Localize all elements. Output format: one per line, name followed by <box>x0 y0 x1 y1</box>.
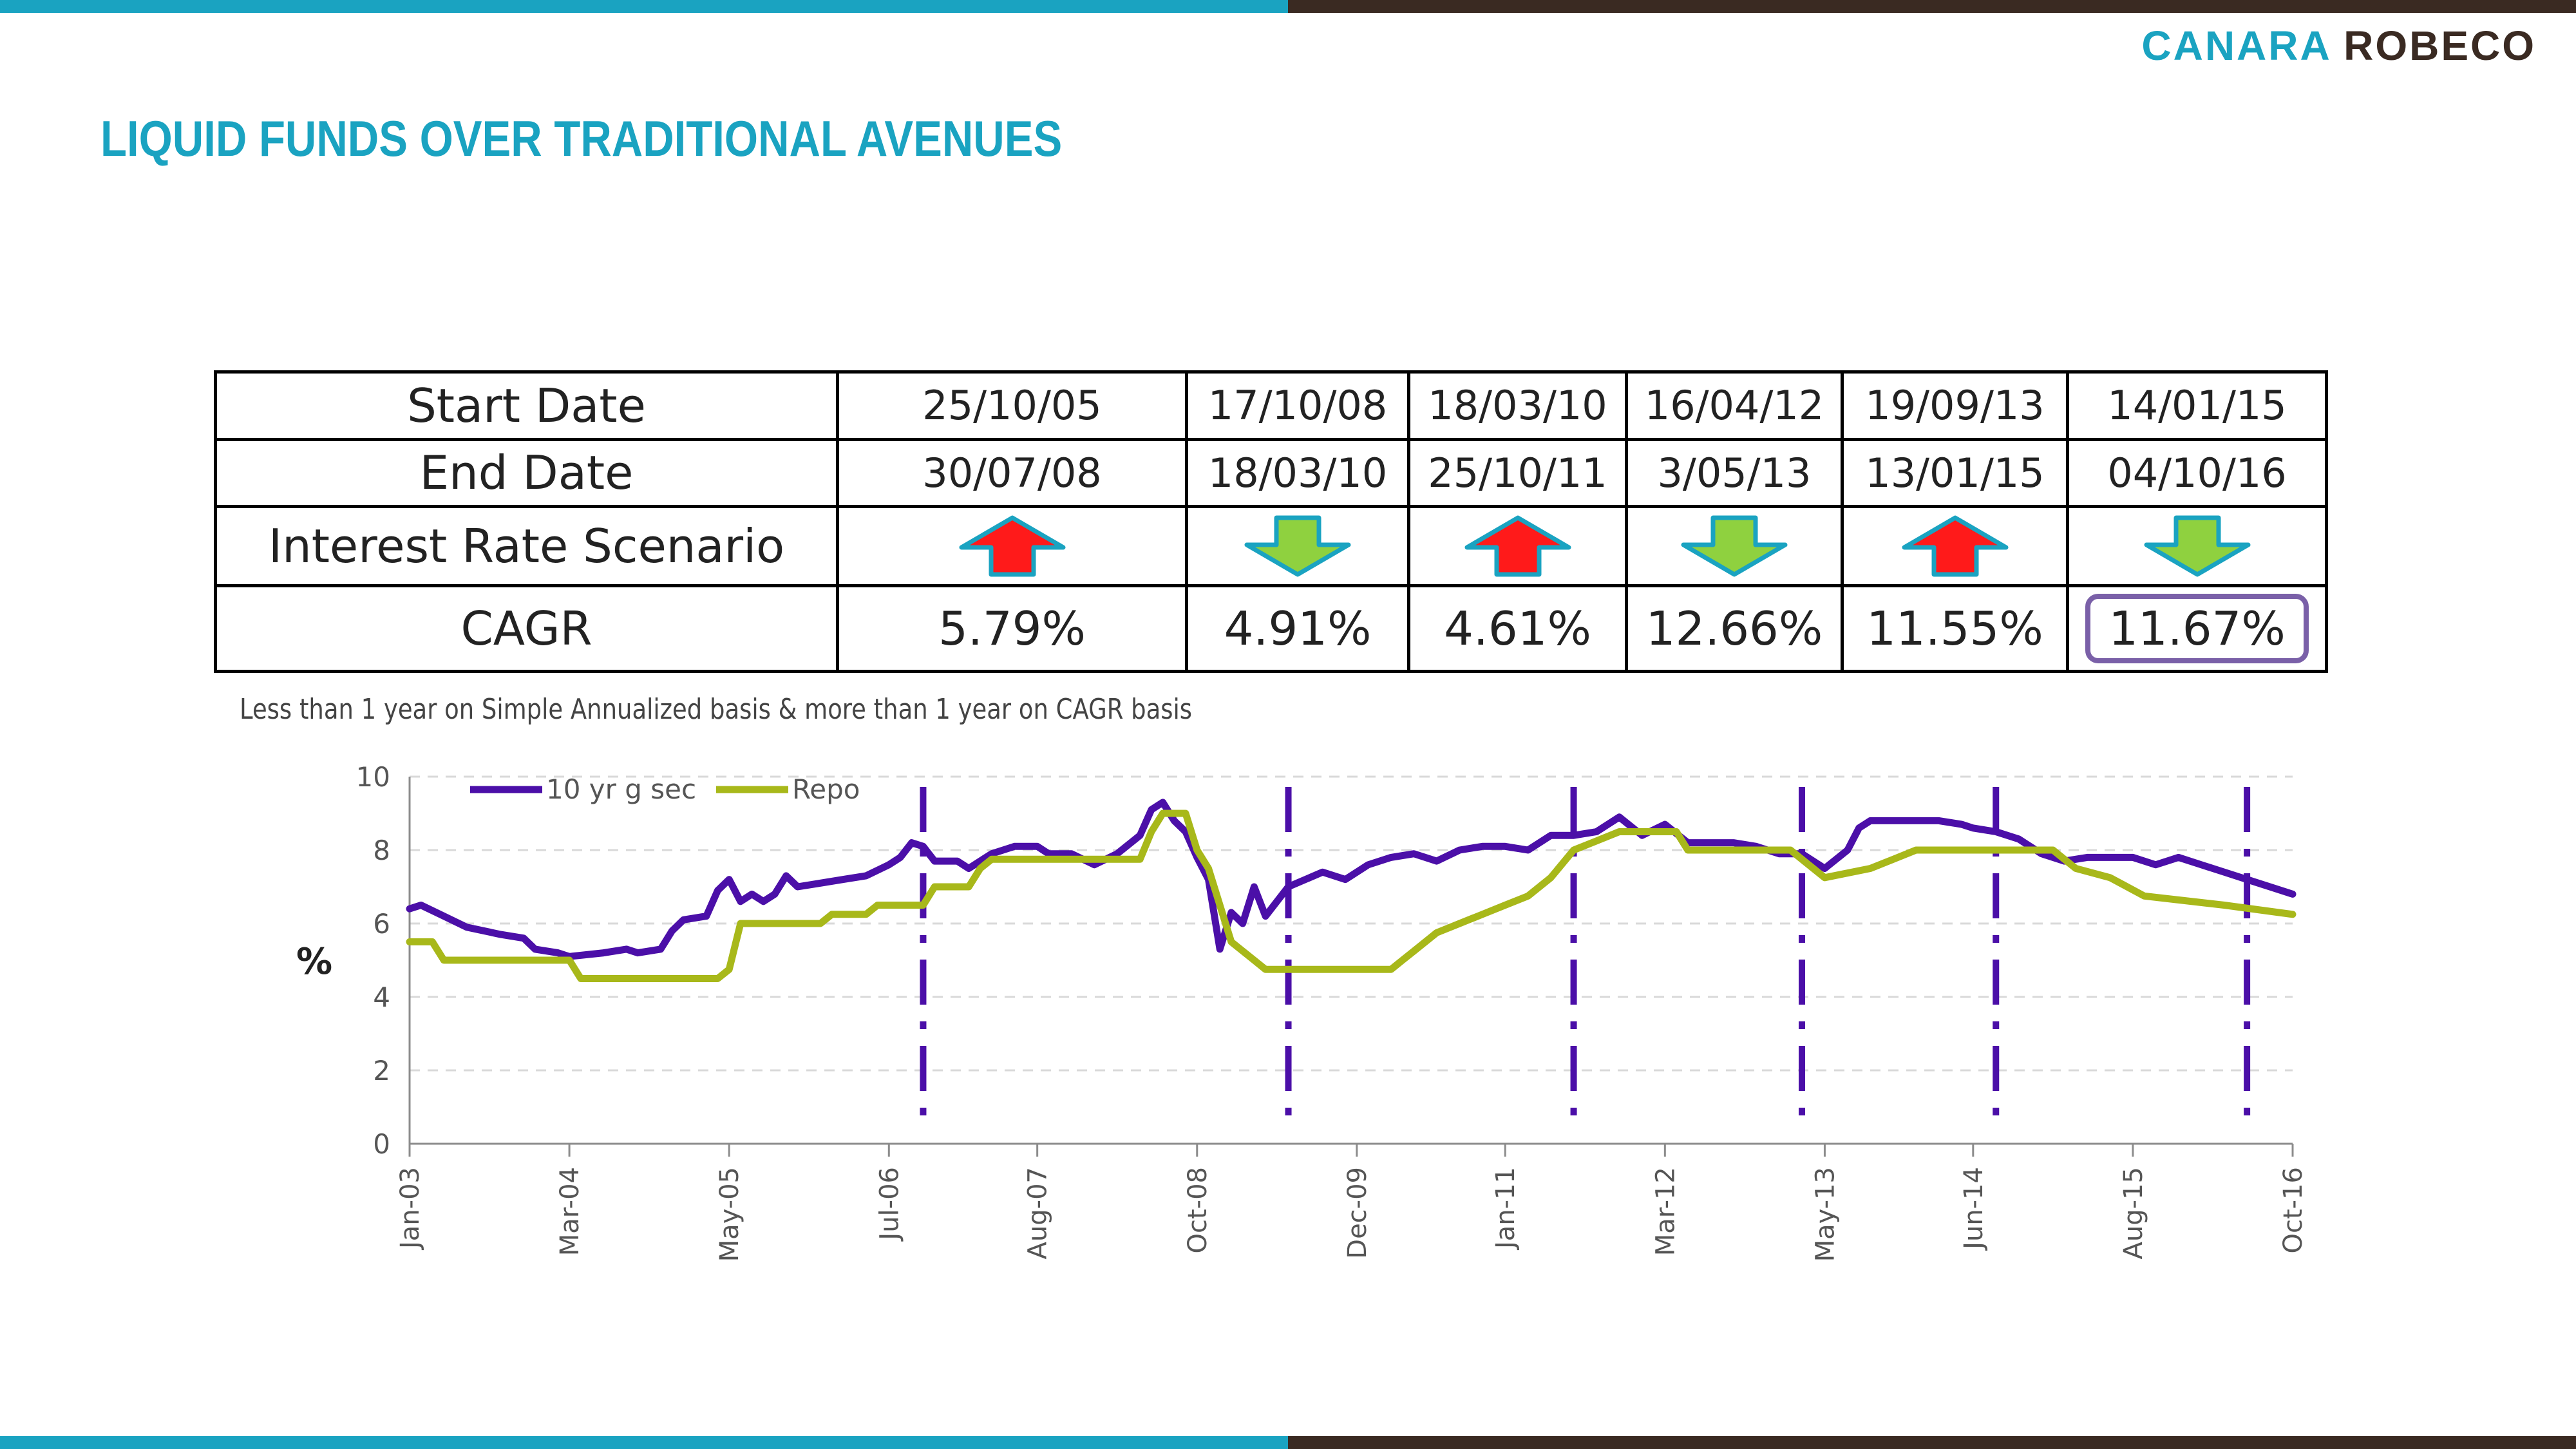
top-accent-bar-brown <box>1288 0 2576 13</box>
arrow-up-icon <box>1464 515 1571 577</box>
y-axis-label: % <box>296 941 332 983</box>
end-date-cell: 25/10/11 <box>1407 437 1628 508</box>
start-date-cell: 14/01/15 <box>2066 370 2328 441</box>
cagr-value: 11.55% <box>1866 601 2043 656</box>
row-label-end-date: End Date <box>214 437 839 508</box>
rate-down-arrow <box>1681 515 1788 577</box>
rate-up-arrow <box>1464 515 1571 577</box>
series-line-repo <box>406 810 2297 982</box>
scenario-cell <box>1185 504 1410 588</box>
cagr-value: 4.61% <box>1444 601 1591 656</box>
row-label-start-date: Start Date <box>214 370 839 441</box>
start-date-cell: 18/03/10 <box>1407 370 1628 441</box>
start-date-cell: 25/10/05 <box>836 370 1188 441</box>
table-row-cagr: CAGR 5.79% 4.91% 4.61% 12.66% 11.55% 11.… <box>214 584 2328 673</box>
x-tick-label: Aug-15 <box>2119 1167 2148 1259</box>
scenario-cell <box>836 504 1188 588</box>
x-tick-label: May-05 <box>715 1167 744 1262</box>
end-date-cell: 30/07/08 <box>836 437 1188 508</box>
y-tick-label: 8 <box>373 835 390 866</box>
end-date-cell: 13/01/15 <box>1841 437 2069 508</box>
cagr-cell: 4.61% <box>1407 584 1628 673</box>
series-line-10yr-gsec <box>406 799 2297 960</box>
page-title: LIQUID FUNDS OVER TRADITIONAL AVENUES <box>100 110 1063 167</box>
table-row-start-date: Start Date 25/10/05 17/10/08 18/03/10 16… <box>214 370 2328 441</box>
arrow-down-icon <box>1244 515 1351 577</box>
table-row-end-date: End Date 30/07/08 18/03/10 25/10/11 3/05… <box>214 437 2328 508</box>
cagr-cell: 12.66% <box>1625 584 1844 673</box>
cagr-value-highlighted: 11.67% <box>2085 594 2309 664</box>
rate-down-arrow <box>2144 515 2250 577</box>
x-tick-label: Oct-08 <box>1183 1167 1213 1254</box>
cagr-cell: 11.67% <box>2066 584 2328 673</box>
cagr-value: 4.91% <box>1224 601 1372 656</box>
cagr-cell: 11.55% <box>1841 584 2069 673</box>
interest-rate-cycles-table: Start Date 25/10/05 17/10/08 18/03/10 16… <box>214 370 2328 673</box>
x-tick-label: Dec-09 <box>1343 1167 1372 1259</box>
rate-up-arrow <box>1902 515 2008 577</box>
y-tick-label: 2 <box>373 1055 390 1086</box>
x-tick-label: Jun-14 <box>1959 1167 1989 1251</box>
start-date-cell: 16/04/12 <box>1625 370 1844 441</box>
cagr-value: 5.79% <box>938 601 1086 656</box>
calculation-basis-note: Less than 1 year on Simple Annualized ba… <box>240 693 1193 726</box>
arrow-up-icon <box>1902 515 2008 577</box>
arrow-up-icon <box>959 515 1065 577</box>
scenario-cell <box>1407 504 1628 588</box>
x-tick-label: Oct-16 <box>2278 1167 2308 1254</box>
bottom-accent-bar-brown <box>1288 1436 2576 1449</box>
cagr-value: 12.66% <box>1645 601 1823 656</box>
scenario-cell <box>1625 504 1844 588</box>
table-row-interest-rate-scenario: Interest Rate Scenario <box>214 504 2328 588</box>
scenario-cell <box>2066 504 2328 588</box>
bottom-accent-bar-teal <box>0 1436 1288 1449</box>
x-tick-label: Jul-06 <box>875 1167 904 1242</box>
legend-label: Repo <box>792 773 860 805</box>
row-label-cagr: CAGR <box>214 584 839 673</box>
arrow-down-icon <box>2144 515 2250 577</box>
y-tick-label: 10 <box>356 761 390 793</box>
arrow-down-icon <box>1681 515 1788 577</box>
x-tick-label: Mar-04 <box>555 1167 585 1256</box>
row-label-interest-rate-scenario: Interest Rate Scenario <box>214 504 839 588</box>
cagr-cell: 4.91% <box>1185 584 1410 673</box>
y-tick-label: 6 <box>373 908 390 940</box>
top-accent-bar-teal <box>0 0 1288 13</box>
logo-text-canara: CANARA <box>2141 23 2331 69</box>
end-date-cell: 3/05/13 <box>1625 437 1844 508</box>
x-tick-label: Aug-07 <box>1023 1167 1053 1259</box>
end-date-cell: 04/10/16 <box>2066 437 2328 508</box>
rate-up-arrow <box>959 515 1065 577</box>
x-tick-label: Mar-12 <box>1651 1167 1680 1256</box>
canara-robeco-logo: CANARA ROBECO <box>2141 22 2536 70</box>
x-tick-label: Jan-03 <box>395 1167 425 1251</box>
x-tick-label: Jan-11 <box>1491 1167 1520 1251</box>
legend-label: 10 yr g sec <box>546 773 696 805</box>
y-tick-label: 4 <box>373 981 390 1013</box>
y-tick-label: 0 <box>373 1128 390 1160</box>
start-date-cell: 19/09/13 <box>1841 370 2069 441</box>
start-date-cell: 17/10/08 <box>1185 370 1410 441</box>
end-date-cell: 18/03/10 <box>1185 437 1410 508</box>
x-tick-label: May-13 <box>1810 1167 1840 1262</box>
scenario-cell <box>1841 504 2069 588</box>
logo-text-robeco: ROBECO <box>2344 23 2536 69</box>
cagr-cell: 5.79% <box>836 584 1188 673</box>
rate-down-arrow <box>1244 515 1351 577</box>
